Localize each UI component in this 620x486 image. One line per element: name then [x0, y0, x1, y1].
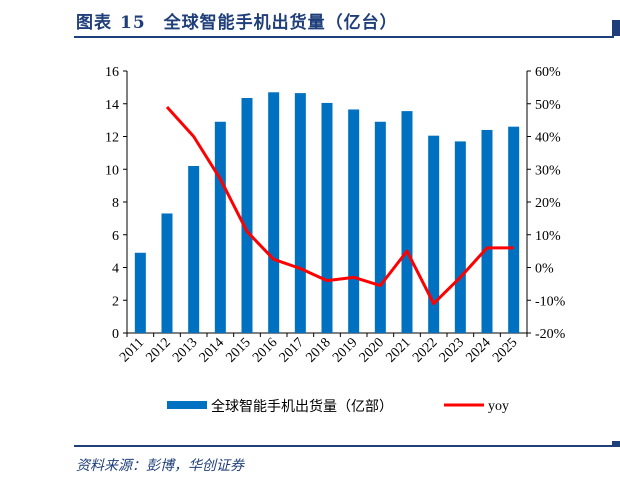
left-tick-label: 4	[112, 262, 119, 277]
bar	[481, 129, 493, 333]
figure-title: 全球智能手机出货量（亿台）	[163, 13, 398, 33]
bar	[348, 109, 360, 333]
x-tick-label: 2012	[143, 335, 173, 365]
x-tick-label: 2021	[383, 335, 413, 365]
bar	[241, 98, 253, 333]
figure-label: 图表	[76, 13, 112, 33]
bar	[321, 102, 333, 334]
x-tick-label: 2018	[303, 335, 333, 365]
chart-title: 图表 15 全球智能手机出货量（亿台）	[76, 8, 398, 33]
x-tick-label: 2022	[410, 335, 440, 365]
x-tick-label: 2014	[197, 335, 227, 365]
left-tick-label: 10	[105, 163, 119, 178]
figure-number: 15	[120, 13, 146, 33]
source-note: 资料来源：彭博，华创证券	[76, 458, 244, 474]
bar	[268, 92, 280, 333]
bar	[428, 135, 440, 333]
legend-label-bar: 全球智能手机出货量（亿部）	[211, 398, 393, 415]
x-tick-label: 2020	[357, 335, 387, 365]
right-tick-label: 60%	[535, 65, 561, 80]
legend-label-line: yoy	[488, 399, 509, 414]
right-tick-label: 20%	[535, 196, 561, 211]
bar	[188, 165, 200, 333]
left-tick-label: 8	[112, 196, 119, 211]
x-tick-label: 2017	[277, 335, 307, 365]
left-tick-label: 12	[105, 131, 119, 146]
x-tick-label: 2011	[117, 335, 147, 365]
x-tick-label: 2023	[437, 335, 467, 365]
bar	[294, 93, 306, 333]
edge-mark	[612, 20, 620, 36]
right-tick-label: 10%	[535, 229, 561, 244]
x-tick-label: 2016	[250, 335, 280, 365]
x-tick-label: 2019	[330, 335, 360, 365]
bar	[454, 141, 466, 333]
legend-swatch-bar	[167, 401, 207, 409]
right-tick-label: 50%	[535, 98, 561, 113]
x-tick-label: 2024	[463, 335, 493, 365]
left-tick-label: 6	[112, 229, 119, 244]
x-tick-label: 2015	[223, 335, 253, 365]
bar	[214, 121, 226, 333]
x-tick-label: 2025	[490, 335, 520, 365]
top-rule	[74, 36, 614, 38]
right-tick-label: 30%	[535, 163, 561, 178]
yoy-line	[165, 106, 514, 306]
left-tick-label: 14	[105, 98, 119, 113]
edge-mark	[612, 441, 620, 447]
bottom-rule	[74, 445, 614, 447]
bar	[374, 121, 386, 333]
right-tick-label: 40%	[535, 131, 561, 146]
right-tick-label: 0%	[535, 262, 554, 277]
right-tick-label: -20%	[535, 327, 566, 342]
bar	[401, 111, 413, 334]
bar	[161, 213, 173, 333]
bar	[508, 126, 520, 333]
left-tick-label: 2	[112, 294, 119, 309]
left-tick-label: 0	[112, 327, 119, 342]
right-tick-label: -10%	[535, 294, 566, 309]
x-tick-label: 2013	[170, 335, 200, 365]
left-tick-label: 16	[105, 65, 119, 80]
bar	[134, 252, 146, 333]
